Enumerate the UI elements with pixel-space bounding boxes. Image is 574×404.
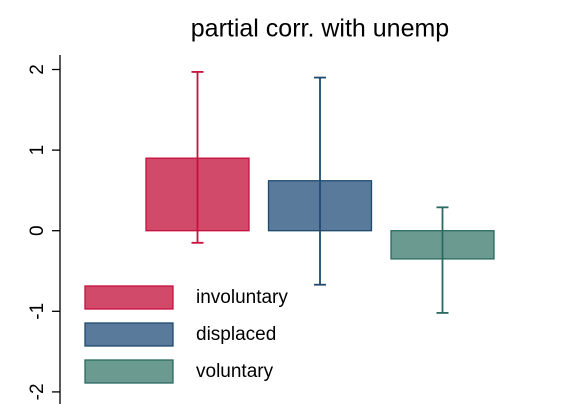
y-tick-label: 2 [27,64,48,75]
y-tick-label: 1 [27,145,48,156]
legend-label: displaced [196,324,276,345]
y-tick-label: -1 [27,303,48,320]
legend-swatch [84,322,174,347]
y-tick-label: 0 [27,225,48,236]
y-tick-label: -2 [27,383,48,400]
legend-swatch [84,285,174,310]
chart-title: partial corr. with unemp [191,15,449,43]
legend-label: voluntary [196,361,274,382]
legend-swatch [84,359,174,384]
legend-label: involuntary [196,287,288,308]
